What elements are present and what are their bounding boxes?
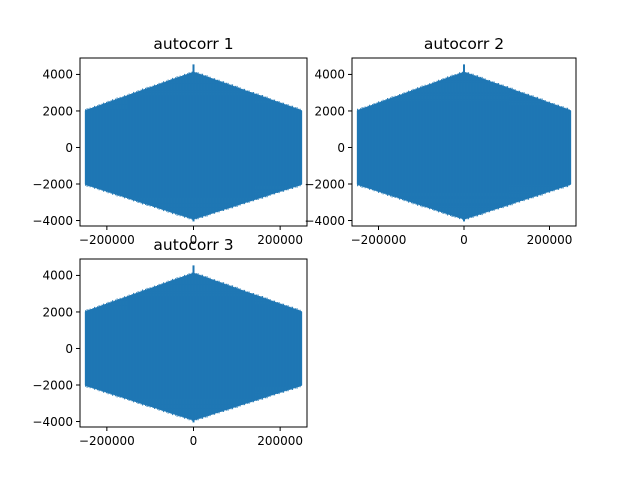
x-tick-label-2-0: −200000 <box>351 233 407 247</box>
y-tick-label-2-0: −4000 <box>304 214 345 228</box>
x-tick-label-1-2: 200000 <box>257 233 303 247</box>
x-tick-label-2-1: 0 <box>460 233 468 247</box>
x-tick-label-1-1: 0 <box>190 233 198 247</box>
y-tick-label-2-4: 4000 <box>314 68 345 82</box>
y-tick-label-2-2: 0 <box>337 141 345 155</box>
subplot-1: autocorr 1 −4000 −2000 0 2000 4000 −200000 0 200… <box>32 35 308 247</box>
subplot-title-2: autocorr 2 <box>424 35 504 53</box>
x-tick-label-3-1: 0 <box>190 434 198 448</box>
series-noise-2 <box>357 70 570 221</box>
y-tick-label-2-3: 2000 <box>314 104 345 118</box>
y-tick-label-1-3: 2000 <box>42 104 73 118</box>
x-tick-label-3-0: −200000 <box>79 434 135 448</box>
series-noise-3 <box>85 271 301 422</box>
y-tick-label-1-0: −4000 <box>32 214 73 228</box>
subplot-3: autocorr 3 −4000 −2000 0 2000 4000 −200000 0 200… <box>32 236 308 448</box>
y-tick-label-3-1: −2000 <box>32 378 73 392</box>
x-tick-label-1-0: −200000 <box>79 233 135 247</box>
series-noise-1 <box>85 70 301 221</box>
y-tick-label-2-1: −2000 <box>304 177 345 191</box>
y-tick-label-3-2: 0 <box>65 342 73 356</box>
subplot-title-1: autocorr 1 <box>153 35 233 53</box>
y-tick-label-1-4: 4000 <box>42 68 73 82</box>
y-tick-label-3-3: 2000 <box>42 305 73 319</box>
y-tick-label-3-4: 4000 <box>42 269 73 283</box>
x-tick-label-3-2: 200000 <box>257 434 303 448</box>
subplot-2: autocorr 2 −4000 −2000 0 2000 4000 −200000 0 200… <box>304 35 577 247</box>
subplot-title-3: autocorr 3 <box>153 236 233 254</box>
y-tick-label-1-2: 0 <box>65 141 73 155</box>
x-tick-label-2-2: 200000 <box>527 233 573 247</box>
y-tick-label-3-0: −4000 <box>32 415 73 429</box>
y-tick-label-1-1: −2000 <box>32 177 73 191</box>
